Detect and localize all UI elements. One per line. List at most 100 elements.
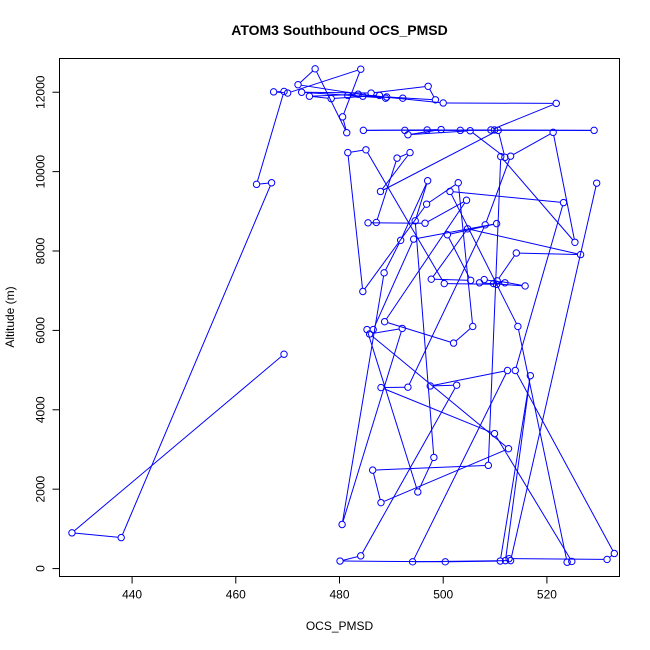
data-point [367, 89, 375, 97]
series-segment [376, 161, 397, 220]
data-point [496, 557, 504, 565]
data-point [404, 383, 412, 391]
data-point [344, 91, 352, 100]
series-segment [312, 93, 355, 97]
data-point [443, 231, 452, 239]
data-point [559, 198, 568, 207]
series-segment [487, 159, 502, 463]
series-segment [515, 205, 564, 368]
data-point [490, 429, 499, 438]
series-segment [367, 332, 418, 490]
data-point [449, 339, 458, 347]
data-point [501, 556, 510, 565]
data-point [590, 126, 598, 135]
data-point [466, 276, 475, 285]
series-segment [401, 183, 427, 238]
data-point [267, 179, 276, 187]
data-point [376, 187, 385, 196]
data-point [338, 113, 347, 121]
data-point [452, 381, 461, 389]
data-point [494, 126, 502, 135]
data-point [359, 287, 367, 296]
series-segment [502, 158, 574, 241]
data-point [343, 129, 351, 137]
axis-ticks: 440 460 480 500 520 0 2000 4000 6000 8000 10000 120… [34, 75, 558, 601]
x-tick-label: 520 [537, 588, 557, 602]
series-segment [385, 202, 466, 320]
data-point [462, 196, 471, 204]
series-segment [416, 223, 494, 240]
series-segment [500, 280, 523, 286]
data-point [423, 126, 431, 134]
series-segment [312, 96, 329, 99]
data-point [506, 152, 515, 160]
series-segment [500, 378, 531, 558]
data-point [357, 65, 365, 73]
series-segment [290, 69, 358, 93]
data-point [456, 126, 465, 135]
series-segment [470, 229, 578, 255]
series-segment [408, 129, 438, 131]
data-point [357, 552, 365, 560]
series-segment [374, 86, 426, 94]
data-point [571, 238, 579, 246]
data-point [382, 93, 391, 101]
data-point [423, 177, 432, 185]
data-point [365, 330, 374, 338]
data-point [380, 317, 389, 326]
series-segment [387, 322, 451, 343]
series-segment [516, 373, 614, 551]
data-point [446, 187, 454, 196]
data-point [454, 179, 462, 187]
series-segment [259, 182, 269, 185]
x-tick-label: 500 [433, 588, 453, 602]
data-point [492, 280, 501, 289]
data-point [487, 126, 495, 134]
data-series [68, 65, 619, 566]
series-segment [304, 91, 368, 94]
y-tick-label: 6000 [34, 317, 48, 344]
data-point [475, 279, 484, 287]
series-segment [347, 155, 363, 289]
data-point [327, 94, 335, 103]
data-point [437, 125, 445, 134]
data-point [439, 99, 447, 107]
data-point [497, 152, 505, 161]
data-point [344, 148, 352, 157]
data-point [492, 219, 501, 228]
data-point [466, 127, 474, 135]
data-point [469, 322, 477, 331]
data-point [511, 366, 519, 375]
plot-frame [59, 58, 620, 577]
series-segment [372, 473, 381, 500]
series-segment [415, 560, 508, 563]
data-point [592, 179, 601, 187]
data-point [504, 444, 513, 453]
series-segment [371, 335, 507, 448]
data-point [283, 89, 292, 97]
data-point [411, 217, 419, 225]
series-segment [342, 119, 347, 130]
y-tick-label: 12000 [34, 75, 48, 109]
data-point [426, 382, 434, 390]
series-segment [364, 206, 426, 290]
data-point [549, 128, 557, 137]
data-point [364, 219, 372, 227]
series-segment [432, 231, 467, 277]
data-point [338, 520, 346, 529]
data-point [563, 558, 571, 566]
data-point [396, 236, 405, 244]
data-point [576, 250, 585, 259]
series-segment [472, 132, 503, 156]
x-tick-label: 440 [122, 588, 142, 602]
data-point [514, 322, 522, 331]
x-axis-label: OCS_PMSD [306, 619, 374, 633]
series-segment [418, 460, 433, 490]
data-point [294, 80, 302, 89]
data-point [377, 383, 385, 392]
data-point [117, 533, 125, 542]
y-tick-label: 8000 [34, 237, 48, 264]
series-segment [518, 329, 567, 560]
series-segment [74, 355, 282, 532]
series-segment [300, 70, 314, 83]
